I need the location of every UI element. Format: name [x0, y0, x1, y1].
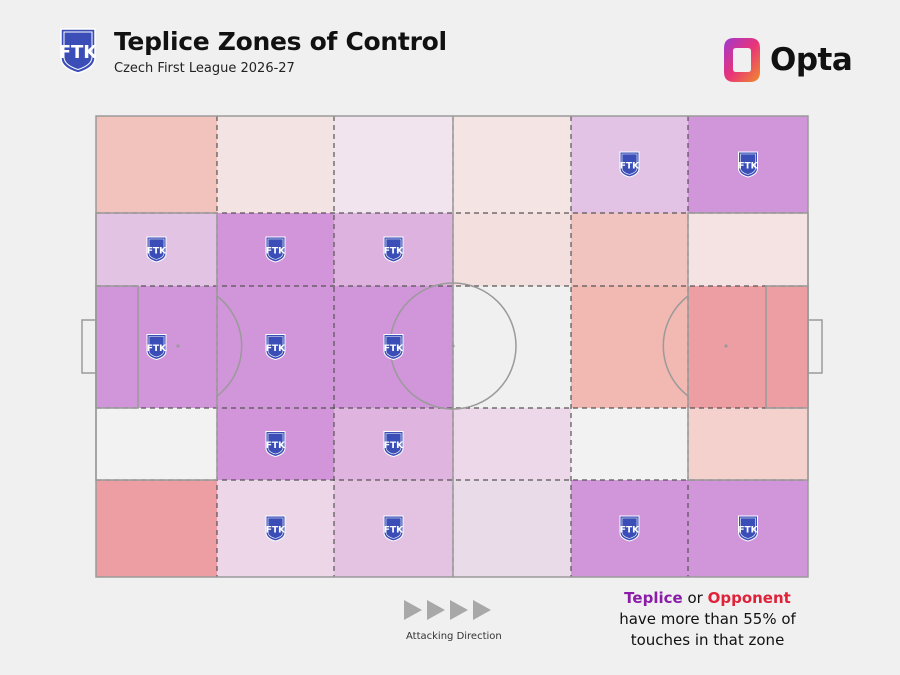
legend-opponent: Opponent [707, 589, 791, 607]
zone-cell [453, 116, 571, 213]
opta-brand: Opta [722, 36, 853, 84]
zone-cell [217, 116, 334, 213]
svg-text:FTK: FTK [738, 526, 758, 536]
opta-wordmark: Opta [770, 42, 853, 78]
centre-spot [451, 344, 455, 348]
teplice-crest-icon: FTK [383, 334, 404, 361]
teplice-crest-icon: FTK [265, 431, 286, 458]
svg-text:FTK: FTK [266, 526, 286, 536]
svg-text:FTK: FTK [620, 162, 640, 172]
svg-text:FTK: FTK [738, 162, 758, 172]
left-goal [81, 319, 97, 374]
zone-cell [453, 480, 571, 577]
teplice-crest-icon: FTK [738, 151, 759, 178]
svg-text:FTK: FTK [147, 247, 167, 257]
svg-text:FTK: FTK [384, 526, 404, 536]
page-subtitle: Czech First League 2026-27 [114, 61, 295, 76]
right-goal [807, 319, 823, 374]
right-penalty-arc [662, 295, 689, 397]
attacking-direction-label: Attacking Direction [406, 631, 502, 642]
zone-cell [571, 286, 688, 408]
teplice-crest-icon: FTK [619, 515, 640, 542]
page-title: Teplice Zones of Control [114, 27, 447, 56]
legend-team: Teplice [624, 589, 683, 607]
teplice-crest-icon: FTK [265, 334, 286, 361]
play-arrow-icon [450, 600, 468, 620]
svg-text:FTK: FTK [620, 526, 640, 536]
teplice-crest-icon: FTK [383, 236, 404, 263]
svg-text:FTK: FTK [266, 247, 286, 257]
legend-line-3: touches in that zone [630, 631, 785, 649]
legend-connector: or [687, 589, 703, 607]
zone-cell [96, 116, 217, 213]
zone-cell [453, 408, 571, 480]
header: FTK Teplice Zones of Control Czech First… [60, 27, 447, 77]
teplice-crest-icon: FTK [383, 515, 404, 542]
legend: Teplice or Opponent have more than 55% o… [600, 588, 815, 651]
left-penalty-arc [216, 295, 243, 397]
play-arrow-icon [404, 600, 422, 620]
teplice-crest-icon: FTK [60, 28, 96, 74]
zone-cell [688, 286, 808, 408]
zone-cell [453, 286, 571, 408]
teplice-crest-icon: FTK [146, 236, 167, 263]
teplice-crest-icon: FTK [265, 236, 286, 263]
svg-text:FTK: FTK [384, 441, 404, 451]
zone-cell [96, 480, 217, 577]
teplice-crest-icon: FTK [265, 515, 286, 542]
svg-text:FTK: FTK [266, 441, 286, 451]
legend-line-2: have more than 55% of [619, 610, 796, 628]
zone-cell [334, 116, 453, 213]
opta-logo-icon [724, 38, 760, 82]
svg-text:FTK: FTK [384, 247, 404, 257]
zone-cell [571, 213, 688, 286]
svg-text:FTK: FTK [266, 344, 286, 354]
zone-cell [688, 213, 808, 286]
play-arrow-icon [473, 600, 491, 620]
zone-cell [96, 408, 217, 480]
attacking-direction-arrows [404, 600, 491, 620]
zone-cell [571, 408, 688, 480]
zone-cell [688, 408, 808, 480]
svg-text:FTK: FTK [60, 42, 96, 63]
teplice-crest-icon: FTK [619, 151, 640, 178]
right-penalty-spot [724, 344, 728, 348]
teplice-crest-icon: FTK [738, 515, 759, 542]
teplice-crest-icon: FTK [383, 431, 404, 458]
play-arrow-icon [427, 600, 445, 620]
left-penalty-spot [176, 344, 180, 348]
teplice-crest-icon: FTK [146, 334, 167, 361]
legend-line-1: Teplice or Opponent [600, 588, 815, 609]
svg-text:FTK: FTK [147, 344, 167, 354]
svg-text:FTK: FTK [384, 344, 404, 354]
zone-cell [453, 213, 571, 286]
